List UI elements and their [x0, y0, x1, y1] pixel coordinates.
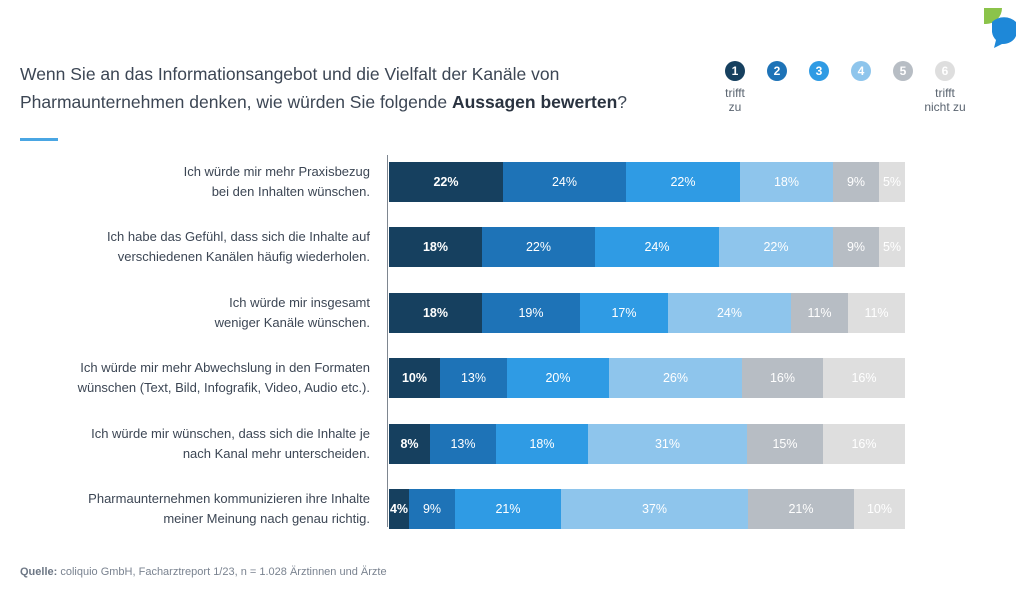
source-text: coliquio GmbH, Facharztreport 1/23, n = … — [57, 566, 387, 578]
title-line-2: Pharmaunternehmen denken, wie würden Sie… — [20, 92, 452, 112]
scale-point-5: 5 — [873, 60, 933, 81]
stacked-bar: 18% 19% 17% 24% 11% 11% — [389, 292, 905, 333]
scale-caption-line: trifft — [725, 86, 745, 100]
stacked-bar: 22% 24% 22% 18% 9% 5% — [389, 162, 905, 202]
scale-caption-line: zu — [728, 100, 742, 114]
category-label-line: Ich würde mir mehr Abwechslung in den Fo… — [80, 360, 370, 376]
brand-logo — [984, 8, 1016, 48]
bar-segment-rating-5: 15% — [747, 423, 823, 464]
scale-point-4: 4 — [831, 60, 891, 81]
bar-segment-rating-6: 11% — [848, 292, 905, 333]
category-label-line: weniger Kanäle wünschen. — [214, 314, 370, 330]
bar-segment-rating-5: 9% — [833, 227, 879, 268]
title-accent-line — [20, 138, 58, 141]
category-label: Ich würde mir wünschen, dass sich die In… — [40, 424, 370, 464]
bar-segment-rating-4: 22% — [719, 227, 833, 268]
stacked-bar: 8% 13% 18% 31% 15% 16% — [389, 423, 905, 464]
scale-point-1: 1 trifft zu — [705, 60, 765, 114]
bar-segment-rating-5: 21% — [748, 489, 854, 529]
bar-segment-rating-3: 20% — [507, 358, 609, 399]
category-label: Ich würde mir insgesamt weniger Kanäle wü… — [40, 293, 370, 333]
bar-segment-rating-2: 22% — [482, 227, 595, 268]
title-line-1: Wenn Sie an das Informationsangebot und … — [20, 64, 560, 84]
category-label: Ich würde mir mehr Praxisbezug bei den In… — [40, 162, 370, 202]
stacked-bar: 10% 13% 20% 26% 16% 16% — [389, 358, 905, 399]
stacked-bar: 4% 9% 21% 37% 21% 10% — [389, 489, 905, 529]
category-label-line: wünschen (Text, Bild, Infografik, Video,… — [77, 380, 370, 396]
bar-segment-rating-5: 9% — [833, 162, 879, 202]
chart-axis-line — [387, 155, 388, 527]
scale-circle-4: 4 — [851, 61, 871, 81]
bar-segment-rating-2: 9% — [409, 489, 455, 529]
bar-segment-rating-1: 4% — [389, 489, 409, 529]
rating-scale-legend: 1 trifft zu 2 3 4 5 6 trifft nicht zu — [700, 60, 1000, 120]
bar-segment-rating-4: 37% — [561, 489, 748, 529]
title-emphasis: Aussagen bewerten — [451, 92, 618, 112]
bar-segment-rating-3: 22% — [626, 162, 740, 202]
category-label-line: Pharmaunternehmen kommunizieren ihre Inh… — [88, 491, 370, 506]
category-label-line: verschiedenen Kanälen häufig wiederholen… — [117, 249, 370, 265]
category-label: Pharmaunternehmen kommunizieren ihre Inh… — [40, 489, 370, 529]
bar-segment-rating-6: 16% — [823, 358, 905, 399]
bar-segment-rating-6: 16% — [823, 423, 905, 464]
bar-segment-rating-2: 19% — [482, 292, 580, 333]
bar-segment-rating-5: 11% — [791, 292, 848, 333]
scale-point-3: 3 — [789, 60, 849, 81]
category-label-line: meiner Meinung nach genau richtig. — [163, 511, 370, 526]
scale-circle-5: 5 — [893, 61, 913, 81]
category-label-line: bei den Inhalten wünschen. — [211, 184, 370, 199]
chart-title: Wenn Sie an das Informationsangebot und … — [20, 60, 660, 116]
bar-segment-rating-6: 10% — [854, 489, 905, 529]
scale-circle-3: 3 — [809, 61, 829, 81]
category-label-line: Ich habe das Gefühl, dass sich die Inhal… — [106, 229, 370, 245]
category-label: Ich habe das Gefühl, dass sich die Inhal… — [40, 227, 370, 267]
category-label-line: nach Kanal mehr unterscheiden. — [182, 445, 370, 461]
source-note: Quelle: coliquio GmbH, Facharztreport 1/… — [20, 566, 387, 578]
stacked-bar: 18% 22% 24% 22% 9% 5% — [389, 227, 905, 268]
category-label-line: Ich würde mir mehr Praxisbezug — [183, 164, 370, 179]
bar-segment-rating-4: 26% — [609, 358, 742, 399]
bar-segment-rating-4: 31% — [588, 423, 747, 464]
bar-segment-rating-3: 21% — [455, 489, 561, 529]
bar-segment-rating-1: 8% — [389, 423, 430, 464]
bar-segment-rating-6: 5% — [879, 162, 905, 202]
bar-segment-rating-3: 18% — [496, 423, 588, 464]
category-label-line: Ich würde mir wünschen, dass sich die In… — [91, 425, 370, 441]
scale-circle-1: 1 — [725, 61, 745, 81]
scale-point-6: 6 trifft nicht zu — [915, 60, 975, 114]
bar-segment-rating-2: 13% — [440, 358, 507, 399]
bar-segment-rating-3: 17% — [580, 292, 668, 333]
logo-leaf-blue — [992, 17, 1016, 48]
bar-segment-rating-1: 10% — [389, 358, 440, 399]
scale-caption-agree: trifft zu — [705, 86, 765, 114]
bar-segment-rating-3: 24% — [595, 227, 719, 268]
bar-segment-rating-6: 5% — [879, 227, 905, 268]
source-label: Quelle: — [20, 566, 58, 578]
bar-segment-rating-4: 24% — [668, 292, 791, 333]
category-label: Ich würde mir mehr Abwechslung in den Fo… — [40, 358, 370, 398]
scale-caption-line: trifft — [935, 86, 955, 100]
bar-segment-rating-1: 22% — [389, 162, 503, 202]
bar-segment-rating-2: 13% — [430, 423, 496, 464]
scale-circle-6: 6 — [935, 61, 955, 81]
logo-leaf-green — [984, 8, 1002, 24]
bar-segment-rating-4: 18% — [740, 162, 833, 202]
scale-point-2: 2 — [747, 60, 807, 81]
bar-segment-rating-1: 18% — [389, 292, 482, 333]
scale-circle-2: 2 — [767, 61, 787, 81]
scale-caption-line: nicht zu — [924, 100, 966, 114]
bar-segment-rating-2: 24% — [503, 162, 626, 202]
title-question-mark: ? — [617, 92, 628, 112]
bar-segment-rating-1: 18% — [389, 227, 482, 268]
category-label-line: Ich würde mir insgesamt — [229, 294, 370, 310]
bar-segment-rating-5: 16% — [742, 358, 823, 399]
scale-caption-disagree: trifft nicht zu — [915, 86, 975, 114]
